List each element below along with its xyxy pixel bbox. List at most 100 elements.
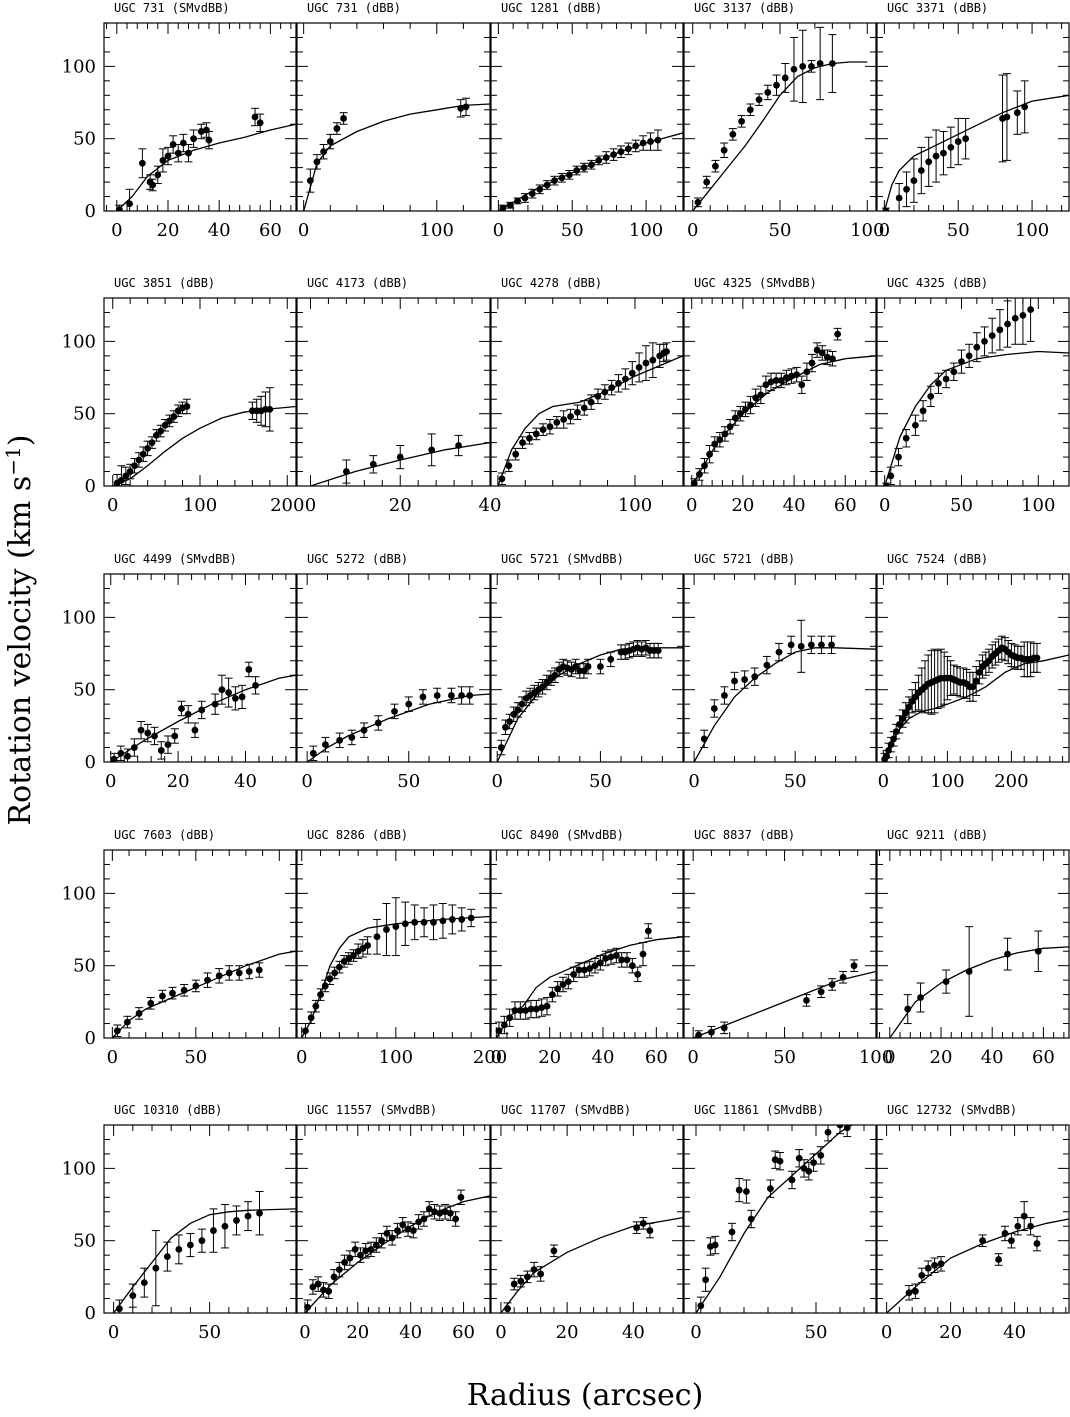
data-point <box>839 973 847 981</box>
panel-frame <box>683 1124 877 1314</box>
data-point <box>510 1280 518 1288</box>
panel-plot-area <box>110 661 296 762</box>
x-tick-label: 60 <box>834 495 857 516</box>
x-tick-label: 50 <box>184 1047 207 1068</box>
data-point <box>805 1167 813 1175</box>
model-curve <box>695 1125 854 1313</box>
data-point <box>1011 314 1019 322</box>
data-point <box>198 1237 206 1245</box>
data-point <box>326 138 334 145</box>
data-point <box>317 991 324 999</box>
panel-frame <box>103 22 297 212</box>
data-point <box>767 1185 774 1193</box>
data-point <box>211 700 219 708</box>
data-point <box>348 734 356 741</box>
data-point <box>702 1276 709 1284</box>
panel-frame <box>876 22 1070 212</box>
data-point <box>902 709 910 717</box>
panel-frame <box>683 849 877 1039</box>
model-curve <box>500 1216 683 1313</box>
data-point <box>818 349 826 357</box>
data-point <box>795 1154 803 1162</box>
data-point <box>882 482 890 486</box>
data-point <box>164 741 172 749</box>
panel-plot-area <box>498 129 683 211</box>
model-curve <box>113 1208 296 1313</box>
data-point <box>850 962 858 970</box>
data-point <box>517 1277 525 1285</box>
panel-4: UGC 3137 (dBB) 0 50 100 <box>683 1 884 241</box>
x-tick-label: 0 <box>879 495 890 516</box>
panel-frame <box>296 297 491 487</box>
data-point <box>639 950 647 958</box>
data-point <box>790 65 798 73</box>
data-point <box>905 1289 913 1297</box>
data-point <box>623 956 631 964</box>
data-point <box>522 1007 530 1014</box>
model-curve <box>304 1195 490 1313</box>
data-point <box>788 372 795 380</box>
data-point <box>558 174 566 182</box>
data-point <box>580 404 588 412</box>
y-axis-title: Rotation velocity (km s−1) <box>1 435 38 826</box>
data-point <box>931 1261 938 1269</box>
data-point <box>231 694 239 702</box>
data-point <box>772 377 780 384</box>
panel-plot-area <box>303 97 490 211</box>
data-point <box>969 683 977 691</box>
data-point <box>504 1305 511 1313</box>
data-point <box>306 177 314 185</box>
data-point <box>607 655 615 663</box>
x-tick-label: 0 <box>690 1322 701 1343</box>
model-curve <box>303 103 490 211</box>
data-point <box>899 715 906 723</box>
panel-title: UGC 3851 (dBB) <box>114 276 215 290</box>
data-point <box>164 152 172 160</box>
data-point <box>746 106 754 114</box>
panel-title: UGC 731 (dBB) <box>307 1 401 15</box>
data-point <box>516 1007 524 1014</box>
data-point <box>514 706 522 714</box>
data-point <box>148 439 156 447</box>
data-point <box>251 113 259 121</box>
y-tick-label: 0 <box>85 1028 96 1049</box>
data-point <box>245 968 253 975</box>
data-point <box>304 1303 311 1311</box>
data-point <box>763 661 771 669</box>
data-point <box>197 128 205 135</box>
data-point <box>798 381 806 389</box>
data-point <box>391 707 398 715</box>
data-point <box>988 332 996 339</box>
data-point <box>457 104 465 112</box>
x-tick-label: 50 <box>769 220 792 241</box>
data-point <box>467 914 475 922</box>
data-point <box>537 1270 545 1278</box>
x-tick-label: 100 <box>183 495 217 516</box>
data-point <box>843 1125 851 1132</box>
data-point <box>302 1027 309 1035</box>
y-tick-label: 50 <box>73 680 96 701</box>
y-tick-label: 0 <box>85 201 96 222</box>
panel-plot-area <box>111 950 296 1038</box>
data-point <box>755 96 763 104</box>
data-point <box>498 475 506 483</box>
data-point <box>892 728 900 736</box>
data-point <box>1033 1240 1041 1247</box>
data-point <box>205 136 213 144</box>
data-point <box>912 421 919 429</box>
data-point <box>912 1287 919 1295</box>
data-point <box>917 167 925 174</box>
data-point <box>336 736 344 744</box>
data-point <box>135 456 143 464</box>
data-point <box>828 641 835 649</box>
data-point <box>313 158 321 166</box>
data-point <box>1004 320 1011 328</box>
data-point <box>144 729 152 737</box>
data-point <box>628 369 636 377</box>
data-point <box>663 348 670 355</box>
data-point <box>573 167 581 174</box>
panel-plot-area <box>113 1191 296 1313</box>
data-point <box>433 692 441 699</box>
data-point <box>458 692 465 699</box>
x-tick-label: 50 <box>198 1322 221 1343</box>
